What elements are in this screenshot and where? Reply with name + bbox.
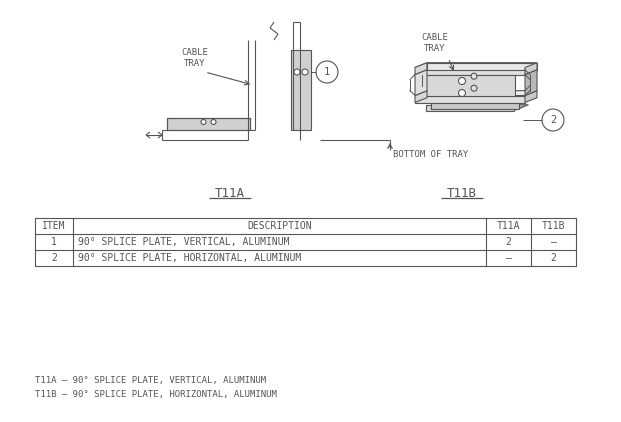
Circle shape <box>302 69 308 75</box>
Text: DESCRIPTION: DESCRIPTION <box>247 221 312 231</box>
Polygon shape <box>427 63 537 70</box>
Text: T11A: T11A <box>215 187 245 200</box>
Circle shape <box>471 73 477 79</box>
Text: T11A: T11A <box>497 221 520 231</box>
Text: 2: 2 <box>51 253 57 263</box>
Polygon shape <box>525 91 537 103</box>
Text: BOTTOM OF TRAY: BOTTOM OF TRAY <box>393 149 468 159</box>
Text: CABLE
TRAY: CABLE TRAY <box>181 48 209 68</box>
Polygon shape <box>415 91 537 95</box>
Text: 1: 1 <box>324 67 330 77</box>
Polygon shape <box>431 103 519 108</box>
Polygon shape <box>431 105 528 108</box>
Text: —: — <box>505 253 512 263</box>
Text: 2: 2 <box>505 237 512 247</box>
Polygon shape <box>426 107 524 111</box>
Text: CABLE
TRAY: CABLE TRAY <box>422 33 448 53</box>
Text: 90° SPLICE PLATE, VERTICAL, ALUMINUM: 90° SPLICE PLATE, VERTICAL, ALUMINUM <box>78 237 289 247</box>
Polygon shape <box>525 70 537 95</box>
Text: —: — <box>551 237 556 247</box>
Circle shape <box>316 61 338 83</box>
Polygon shape <box>167 118 250 130</box>
Circle shape <box>458 89 466 97</box>
Polygon shape <box>425 75 515 95</box>
Polygon shape <box>525 63 537 75</box>
Text: T11A – 90° SPLICE PLATE, VERTICAL, ALUMINUM: T11A – 90° SPLICE PLATE, VERTICAL, ALUMI… <box>35 376 266 386</box>
Text: ITEM: ITEM <box>42 221 66 231</box>
Text: 1: 1 <box>51 237 57 247</box>
Polygon shape <box>415 95 525 103</box>
Text: T11B – 90° SPLICE PLATE, HORIZONTAL, ALUMINUM: T11B – 90° SPLICE PLATE, HORIZONTAL, ALU… <box>35 390 277 398</box>
Text: T11B: T11B <box>542 221 565 231</box>
Polygon shape <box>415 63 427 75</box>
Bar <box>35 218 576 266</box>
Polygon shape <box>426 105 514 111</box>
Circle shape <box>201 119 206 124</box>
Polygon shape <box>415 70 427 95</box>
Polygon shape <box>291 50 311 130</box>
Text: T11B: T11B <box>447 187 477 200</box>
Circle shape <box>542 109 564 131</box>
Polygon shape <box>415 68 525 75</box>
Text: 2: 2 <box>550 115 556 125</box>
Text: 90° SPLICE PLATE, HORIZONTAL, ALUMINUM: 90° SPLICE PLATE, HORIZONTAL, ALUMINUM <box>78 253 301 263</box>
Circle shape <box>294 69 300 75</box>
Circle shape <box>458 78 466 84</box>
Circle shape <box>471 85 477 91</box>
Circle shape <box>211 119 216 124</box>
Polygon shape <box>415 91 427 103</box>
Text: 2: 2 <box>551 253 556 263</box>
Polygon shape <box>415 63 537 68</box>
